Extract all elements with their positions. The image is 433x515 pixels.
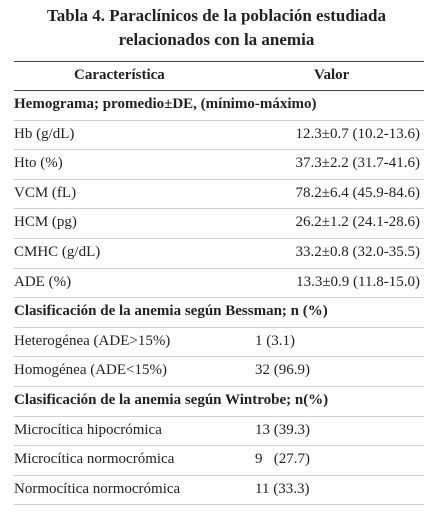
header-cell: Característica: [74, 67, 165, 83]
value-cell: 13 (39.3): [255, 421, 310, 438]
table-header: Característica Valor: [14, 61, 424, 91]
label-cell: Homogénea (ADE<15%): [14, 362, 167, 379]
section-row: Clasificación de la anemia según Bessman…: [14, 298, 424, 328]
table-row: VCM (fL) 78.2±6.4 (45.9-84.6): [14, 180, 424, 210]
table-row: CMHC (g/dL) 33.2±0.8 (32.0-35.5): [14, 239, 424, 269]
table-row: Microcítica normocrómica 9 (27.7): [14, 446, 424, 476]
value-cell: 37.3±2.2 (31.7-41.6): [295, 155, 420, 172]
label-cell: Microcítica normocrómica: [14, 451, 175, 468]
section-heading: Clasificación de la anemia según Bessman…: [14, 303, 328, 320]
header-cell: Valor: [314, 67, 350, 83]
title-line: relacionados con la anemia: [118, 30, 315, 49]
table-row: Hb (g/dL) 12.3±0.7 (10.2-13.6): [14, 121, 424, 151]
table-row: HCM (pg) 26.2±1.2 (24.1-28.6): [14, 209, 424, 239]
table-row: Hto (%) 37.3±2.2 (31.7-41.6): [14, 150, 424, 180]
label-cell: VCM (fL): [14, 184, 77, 201]
value-cell: 9 (27.7): [255, 451, 310, 468]
label-cell: CMHC (g/dL): [14, 244, 101, 260]
value-cell: 11 (33.3): [255, 480, 310, 497]
value-cell: 26.2±1.2 (24.1-28.6): [295, 214, 420, 231]
value-cell: 13.3±0.9 (11.8-15.0): [296, 273, 420, 290]
section-row: Hemograma; promedio±DE, (mínimo-máximo): [14, 91, 424, 121]
label-cell: HCM (pg): [14, 214, 77, 231]
table-row: Normocítica normocrómica 11 (33.3): [14, 476, 424, 506]
label-cell: Heterogénea (ADE>15%): [14, 332, 171, 349]
section-heading: Clasificación de la anemia según Wintrob…: [14, 392, 329, 408]
table-row: Heterogénea (ADE>15%) 1 (3.1): [14, 328, 424, 358]
label-cell: ADE (%): [14, 273, 72, 290]
title-line: Tabla 4. Paraclínicos de la población es…: [47, 6, 386, 25]
value-cell: 1 (3.1): [255, 332, 295, 349]
section-row: Clasificación de la anemia según Wintrob…: [14, 387, 424, 417]
label-cell: Microcítica hipocrómica: [14, 421, 162, 438]
section-heading: Hemograma; promedio±DE, (mínimo-máximo): [14, 96, 317, 112]
value-cell: 32 (96.9): [255, 362, 310, 379]
value-cell: 12.3±0.7 (10.2-13.6): [295, 125, 420, 142]
value-cell: 33.2±0.8 (32.0-35.5): [295, 244, 420, 260]
label-cell: Normocítica normocrómica: [14, 480, 181, 497]
value-cell: 78.2±6.4 (45.9-84.6): [295, 184, 420, 201]
table-row: Microcítica hipocrómica 13 (39.3): [14, 417, 424, 447]
table-row: ADE (%) 13.3±0.9 (11.8-15.0): [14, 269, 424, 299]
label-cell: Hto (%): [14, 155, 63, 172]
label-cell: Hb (g/dL): [14, 125, 75, 142]
table-row: Homogénea (ADE<15%) 32 (96.9): [14, 357, 424, 387]
